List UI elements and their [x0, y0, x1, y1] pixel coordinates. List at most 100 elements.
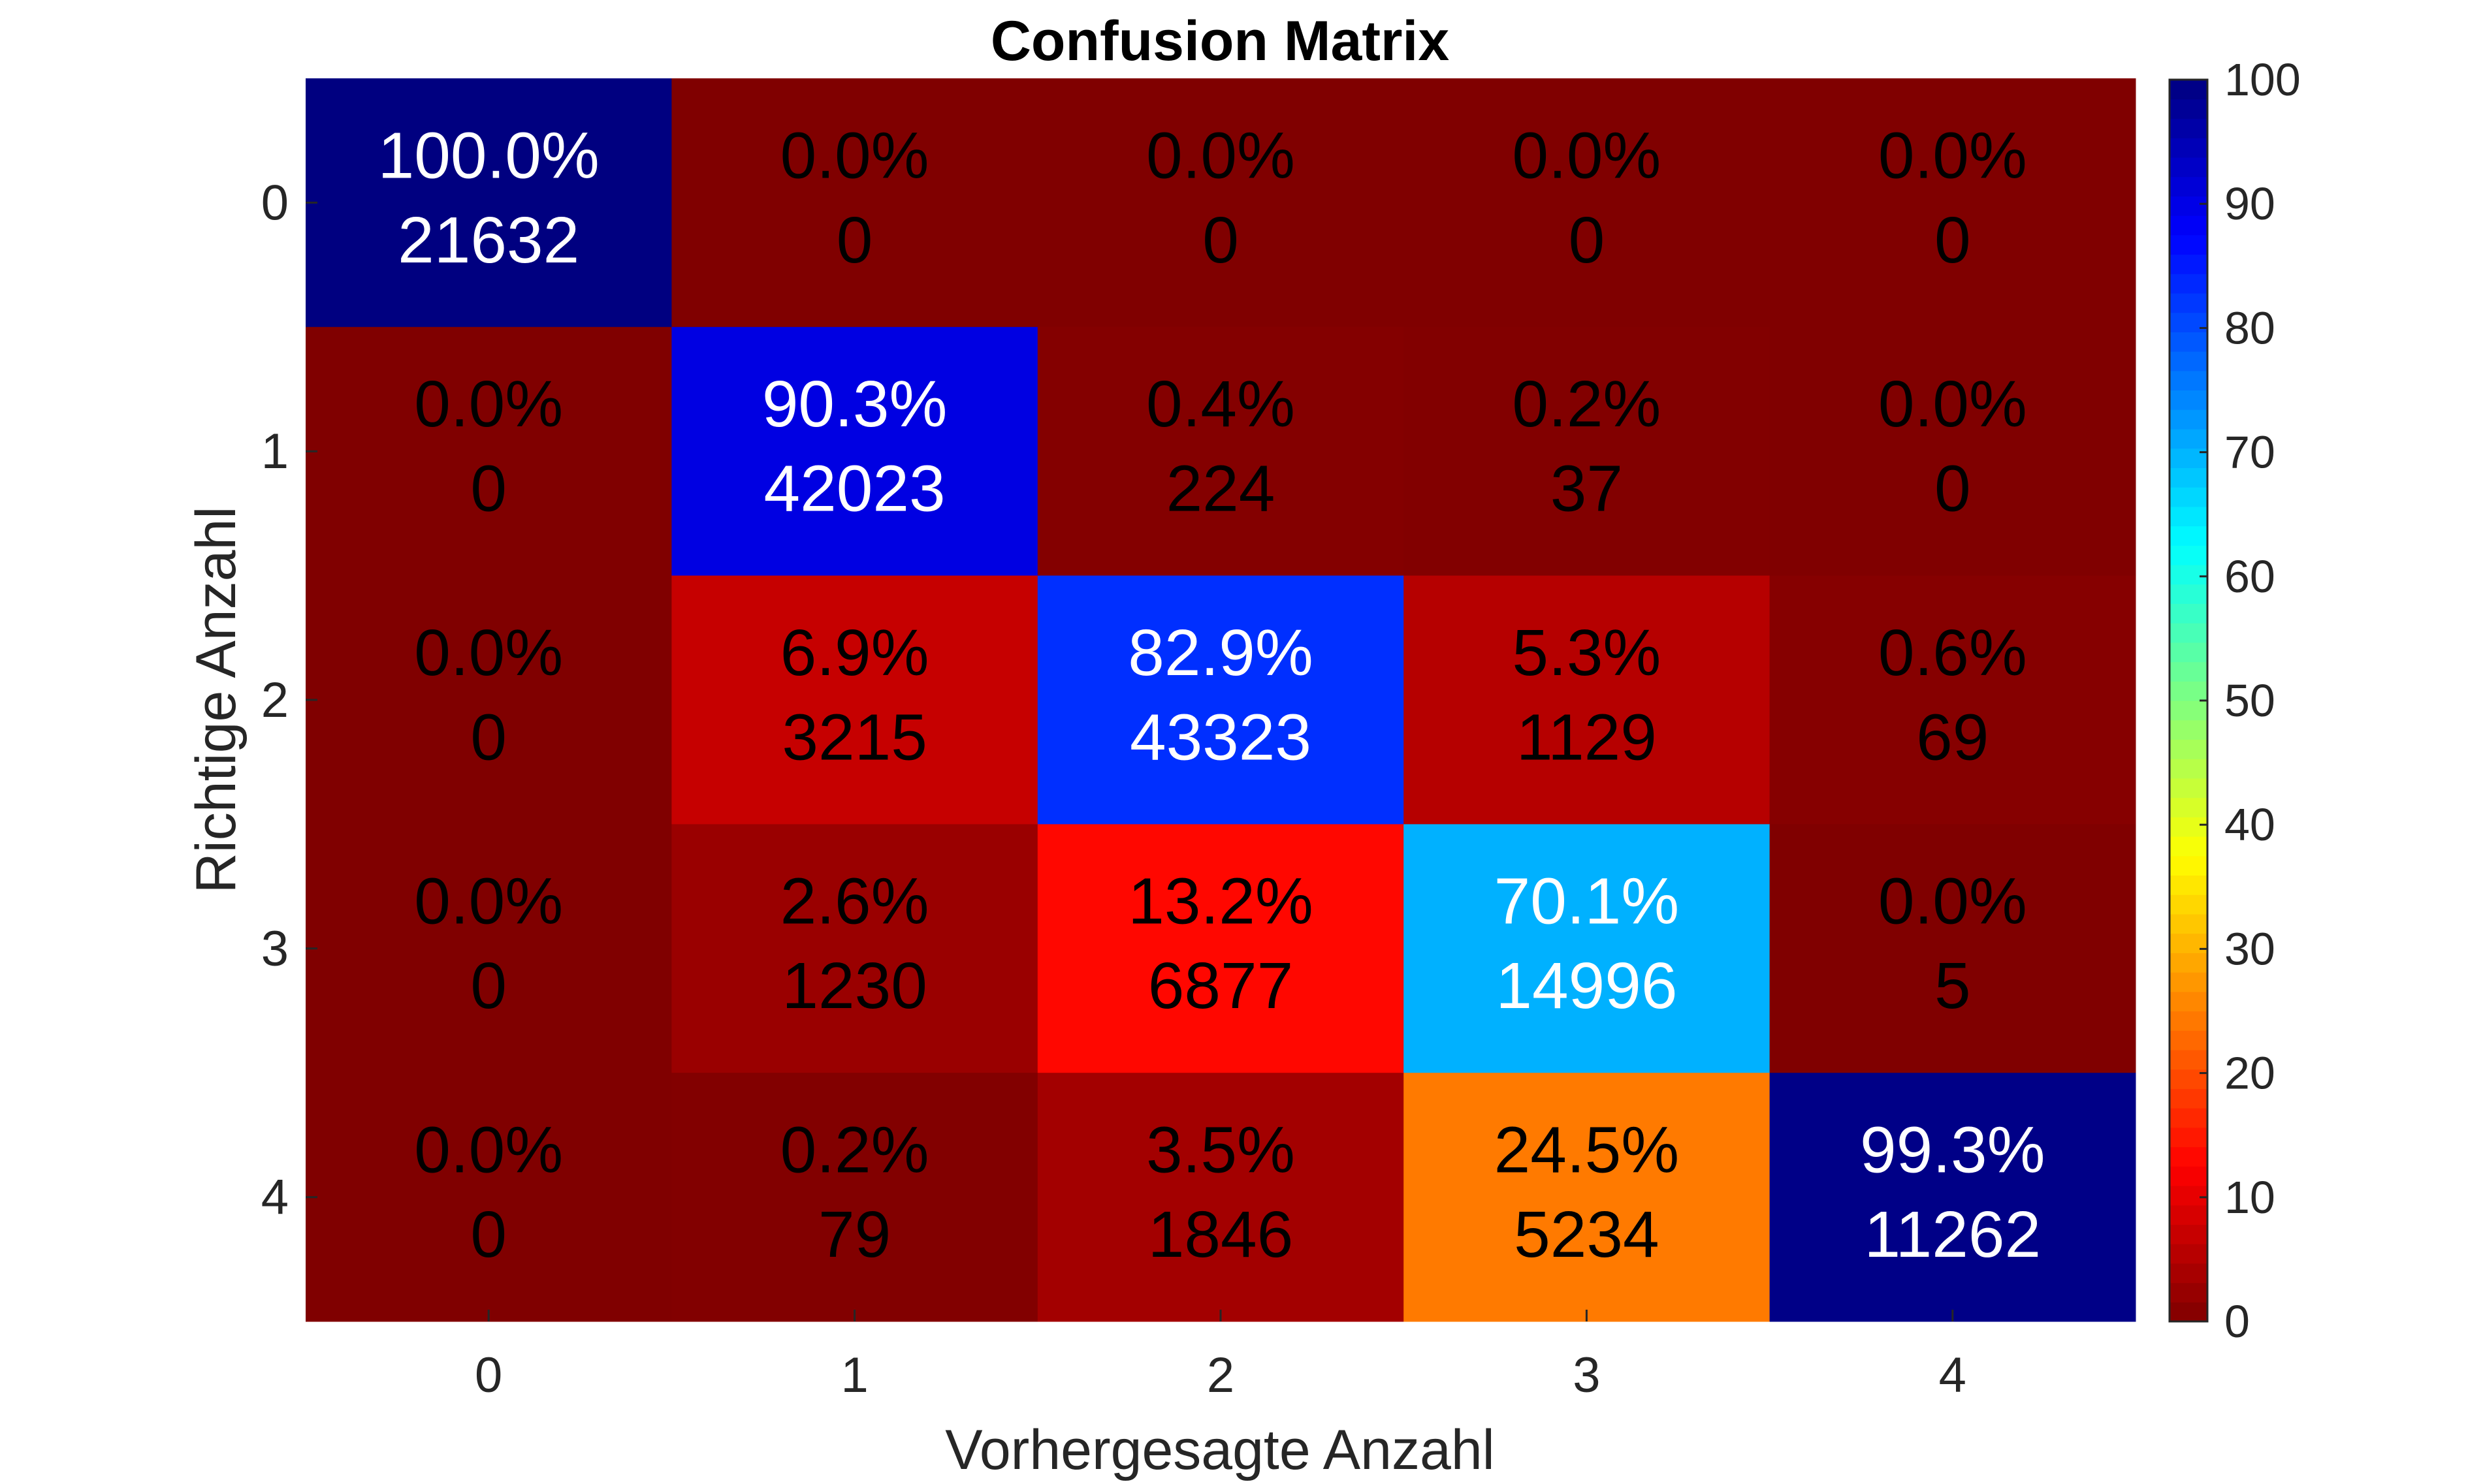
cell-count-label: 0	[470, 452, 507, 526]
heatmap-cell	[1037, 575, 1404, 825]
heatmap-cell	[1769, 1073, 2136, 1322]
colorbar-segment	[2170, 913, 2207, 934]
cell-percent-label: 99.3%	[1860, 1114, 2045, 1187]
colorbar-segment	[2170, 661, 2207, 682]
cell-count-label: 1129	[1516, 701, 1657, 774]
colorbar-segment	[2170, 1263, 2207, 1284]
heatmap-cell	[671, 326, 1038, 576]
colorbar-segment	[2170, 701, 2207, 721]
heatmap-cell	[1037, 824, 1404, 1073]
heatmap-cell	[1769, 78, 2136, 328]
colorbar-segment	[2170, 332, 2207, 352]
cell-percent-label: 3.5%	[1146, 1114, 1295, 1187]
colorbar-segment	[2170, 428, 2207, 449]
colorbar-segment	[2170, 836, 2207, 857]
cell-percent-label: 0.0%	[1878, 368, 2027, 441]
colorbar-tick-label: 0	[2224, 1296, 2250, 1347]
cell-count-label: 0	[1569, 204, 1605, 277]
cell-count-label: 21632	[398, 204, 579, 277]
chart-title: Confusion Matrix	[991, 10, 1449, 72]
heatmap-cell	[306, 326, 672, 576]
cell-count-label: 0	[470, 1198, 507, 1271]
colorbar-segment	[2170, 953, 2207, 973]
cell-count-label: 14996	[1496, 949, 1677, 1022]
colorbar-segment	[2170, 545, 2207, 565]
cell-percent-label: 6.9%	[780, 616, 929, 689]
cell-percent-label: 24.5%	[1494, 1114, 1680, 1187]
colorbar-segment	[2170, 351, 2207, 371]
heatmap-cell	[1037, 326, 1404, 576]
colorbar-segment	[2170, 1108, 2207, 1128]
colorbar-tick-label: 100	[2224, 54, 2301, 105]
heatmap-cell	[671, 1073, 1038, 1322]
cell-count-label: 3215	[782, 701, 927, 774]
cell-percent-label: 13.2%	[1128, 865, 1313, 938]
cell-percent-label: 0.0%	[1878, 119, 2027, 192]
colorbar-segment	[2170, 1205, 2207, 1225]
colorbar-segment	[2170, 855, 2207, 876]
cell-percent-label: 70.1%	[1494, 865, 1680, 938]
cell-percent-label: 0.0%	[780, 119, 929, 192]
y-tick-label: 1	[261, 424, 289, 479]
cell-percent-label: 0.0%	[414, 865, 563, 938]
colorbar-segment	[2170, 875, 2207, 895]
cell-percent-label: 0.2%	[780, 1114, 929, 1187]
heatmap-cells: 100.0% 21632 0.0% 0 0.0% 0 0.0% 0 0.0% 0 0.0% 0 90.3…	[306, 78, 2136, 1322]
cell-count-label: 69	[1916, 701, 1989, 774]
cell-percent-label: 0.6%	[1878, 616, 2027, 689]
colorbar-segment	[2170, 894, 2207, 915]
cell-percent-label: 0.0%	[414, 1114, 563, 1187]
cell-count-label: 0	[1934, 204, 1971, 277]
cell-count-label: 5	[1934, 949, 1971, 1022]
colorbar-segment	[2170, 817, 2207, 837]
colorbar-segment	[2170, 1049, 2207, 1070]
heatmap-cell	[1037, 78, 1404, 328]
colorbar-segment	[2170, 506, 2207, 527]
cell-percent-label: 0.0%	[1878, 865, 2027, 938]
colorbar-segment	[2170, 642, 2207, 663]
colorbar-tick-label: 70	[2224, 427, 2275, 478]
cell-percent-label: 5.3%	[1512, 616, 1661, 689]
heatmap-cell	[1403, 326, 1770, 576]
cell-count-label: 43323	[1130, 701, 1311, 774]
colorbar-segment	[2170, 759, 2207, 779]
colorbar-segment	[2170, 312, 2207, 332]
cell-count-label: 0	[1934, 452, 1971, 526]
heatmap-cell	[1403, 1073, 1770, 1322]
colorbar-segment	[2170, 797, 2207, 817]
cell-count-label: 37	[1550, 452, 1623, 526]
cell-percent-label: 0.0%	[414, 616, 563, 689]
cell-count-label: 0	[470, 949, 507, 1022]
heatmap-cell	[1769, 824, 2136, 1073]
cell-percent-label: 0.0%	[1512, 119, 1661, 192]
colorbar-tick-label: 20	[2224, 1048, 2275, 1099]
cell-count-label: 1846	[1148, 1198, 1293, 1271]
colorbar-segment	[2170, 118, 2207, 138]
colorbar-segment	[2170, 99, 2207, 119]
colorbar-tick-label: 50	[2224, 675, 2275, 726]
y-tick-label: 4	[261, 1170, 289, 1225]
cell-count-label: 0	[837, 204, 873, 277]
colorbar-segment	[2170, 274, 2207, 294]
colorbar-segment	[2170, 292, 2207, 313]
colorbar-segment	[2170, 739, 2207, 759]
colorbar-segment	[2170, 1127, 2207, 1148]
colorbar-tick-label: 40	[2224, 799, 2275, 850]
colorbar-segment	[2170, 719, 2207, 740]
cell-percent-label: 0.0%	[1146, 119, 1295, 192]
cell-count-label: 5234	[1514, 1198, 1659, 1271]
y-tick-label: 2	[261, 672, 289, 728]
cell-count-label: 42023	[764, 452, 946, 526]
colorbar-segment	[2170, 1224, 2207, 1244]
x-tick-label: 1	[841, 1348, 868, 1403]
cell-count-label: 79	[818, 1198, 891, 1271]
heatmap-cell	[306, 1073, 672, 1322]
colorbar-segment	[2170, 138, 2207, 158]
x-tick-label: 2	[1207, 1348, 1234, 1403]
heatmap-cell	[1037, 1073, 1404, 1322]
colorbar-segment	[2170, 1146, 2207, 1167]
colorbar-segment	[2170, 1185, 2207, 1206]
x-axis-ticks: 0 1 2 3 4	[475, 1310, 1966, 1403]
heatmap-cell	[306, 78, 672, 328]
